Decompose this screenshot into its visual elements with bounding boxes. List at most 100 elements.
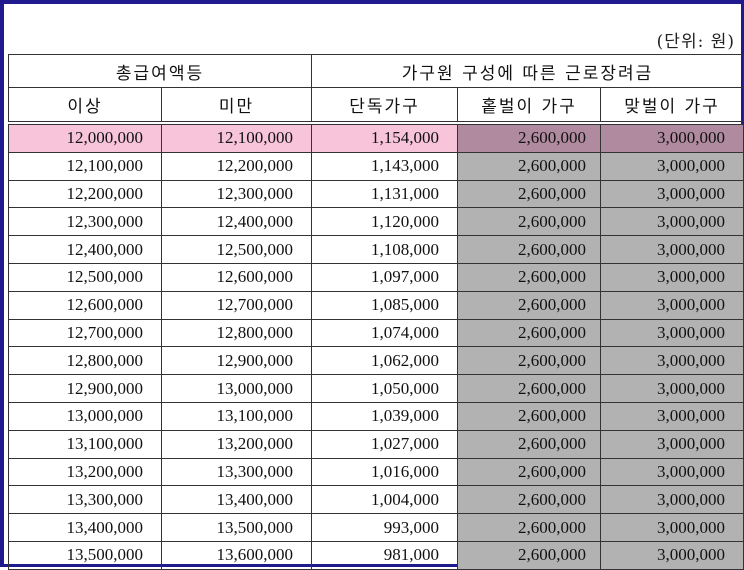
- cell-max: 13,400,000: [160, 485, 313, 515]
- table-row: 12,200,000 12,300,000 1,131,000 2,600,000 3,…: [8, 179, 744, 209]
- cell-max: 13,300,000: [160, 457, 313, 487]
- cell-dual-earner: 3,000,000: [600, 290, 744, 320]
- table-row: 12,100,000 12,200,000 1,143,000 2,600,000 3,…: [8, 151, 744, 181]
- cell-single-earner: 2,600,000: [457, 318, 602, 348]
- tax-credit-table: 총급여액등 가구원 구성에 따른 근로장려금 이상 미만 단독가구 홑벌이 가구…: [7, 54, 744, 570]
- cell-max: 12,800,000: [160, 318, 313, 348]
- header-spacer: [8, 121, 744, 125]
- table-row: 12,600,000 12,700,000 1,085,000 2,600,000 3,…: [8, 290, 744, 320]
- cell-min: 13,500,000: [8, 540, 162, 570]
- table-row: 12,500,000 12,600,000 1,097,000 2,600,000 3,…: [8, 262, 744, 292]
- header-dual-earner: 맞벌이 가구: [600, 87, 744, 122]
- cell-dual-earner: 3,000,000: [600, 262, 744, 292]
- cell-dual-earner: 3,000,000: [600, 513, 744, 542]
- cell-single-earner: 2,600,000: [457, 485, 602, 515]
- cell-single: 1,097,000: [311, 262, 459, 292]
- cell-min: 13,000,000: [8, 401, 162, 431]
- table-row: 13,400,000 13,500,000 993,000 2,600,000 3,00…: [8, 513, 744, 542]
- cell-min: 12,900,000: [8, 374, 162, 403]
- table-row: 12,400,000 12,500,000 1,108,000 2,600,000 3,…: [8, 235, 744, 264]
- cell-single-earner: 2,600,000: [457, 262, 602, 292]
- table-row: 12,300,000 12,400,000 1,120,000 2,600,000 3,…: [8, 207, 744, 237]
- table-row: 12,900,000 13,000,000 1,050,000 2,600,000 3,…: [8, 374, 744, 403]
- cell-dual-earner: 3,000,000: [600, 346, 744, 376]
- cell-single-earner: 2,600,000: [457, 401, 602, 431]
- cell-single: 1,050,000: [311, 374, 459, 403]
- header-single-earner: 홑벌이 가구: [457, 87, 602, 122]
- cell-min: 13,300,000: [8, 485, 162, 515]
- cell-max: 12,400,000: [160, 207, 313, 237]
- cell-dual-earner: 3,000,000: [600, 374, 744, 403]
- cell-max: 12,700,000: [160, 290, 313, 320]
- cell-max: 12,300,000: [160, 179, 313, 209]
- cell-single: 993,000: [311, 513, 459, 542]
- table-row: 13,300,000 13,400,000 1,004,000 2,600,000 3,…: [8, 485, 744, 515]
- cell-single: 1,143,000: [311, 151, 459, 181]
- table-row: 12,000,000 12,100,000 1,154,000 2,600,000 3,…: [8, 124, 744, 153]
- cell-dual-earner: 3,000,000: [600, 401, 744, 431]
- cell-single-earner: 2,600,000: [457, 207, 602, 237]
- cell-single-earner: 2,600,000: [457, 346, 602, 376]
- unit-note: (단위: 원): [656, 32, 735, 52]
- cell-min: 12,300,000: [8, 207, 162, 237]
- table-row: 12,700,000 12,800,000 1,074,000 2,600,000 3,…: [8, 318, 744, 348]
- cell-min: 12,800,000: [8, 346, 162, 376]
- cell-max: 12,200,000: [160, 151, 313, 181]
- table-row: 13,000,000 13,100,000 1,039,000 2,600,000 3,…: [8, 401, 744, 431]
- table-row: 13,100,000 13,200,000 1,027,000 2,600,000 3,…: [8, 429, 744, 459]
- cell-min: 12,600,000: [8, 290, 162, 320]
- table-row: 13,200,000 13,300,000 1,016,000 2,600,000 3,…: [8, 457, 744, 487]
- cell-min: 12,200,000: [8, 179, 162, 209]
- cell-max: 12,600,000: [160, 262, 313, 292]
- cell-single-earner: 2,600,000: [457, 429, 602, 459]
- cell-max: 13,600,000: [160, 540, 313, 570]
- cell-min: 12,400,000: [8, 235, 162, 264]
- cell-dual-earner: 3,000,000: [600, 207, 744, 237]
- cell-max: 12,100,000: [160, 124, 313, 153]
- cell-dual-earner: 3,000,000: [600, 318, 744, 348]
- cell-max: 13,100,000: [160, 401, 313, 431]
- cell-single-earner: 2,600,000: [457, 151, 602, 181]
- cell-dual-earner: 3,000,000: [600, 124, 744, 153]
- cell-min: 13,100,000: [8, 429, 162, 459]
- cell-dual-earner: 3,000,000: [600, 179, 744, 209]
- cell-single: 1,004,000: [311, 485, 459, 515]
- cell-single-earner: 2,600,000: [457, 124, 602, 153]
- cell-max: 12,900,000: [160, 346, 313, 376]
- cell-dual-earner: 3,000,000: [600, 540, 744, 570]
- cell-dual-earner: 3,000,000: [600, 429, 744, 459]
- cell-single: 1,120,000: [311, 207, 459, 237]
- cell-min: 12,000,000: [8, 124, 162, 153]
- cell-single: 1,074,000: [311, 318, 459, 348]
- cell-dual-earner: 3,000,000: [600, 151, 744, 181]
- cell-min: 12,700,000: [8, 318, 162, 348]
- cell-max: 13,500,000: [160, 513, 313, 542]
- cell-single-earner: 2,600,000: [457, 290, 602, 320]
- table-body: 12,000,000 12,100,000 1,154,000 2,600,000 3,…: [8, 124, 744, 570]
- cell-dual-earner: 3,000,000: [600, 485, 744, 515]
- cell-single: 1,085,000: [311, 290, 459, 320]
- cell-single: 1,108,000: [311, 235, 459, 264]
- cell-max: 13,000,000: [160, 374, 313, 403]
- cell-single-earner: 2,600,000: [457, 235, 602, 264]
- cell-single: 1,062,000: [311, 346, 459, 376]
- cell-min: 12,100,000: [8, 151, 162, 181]
- cell-single-earner: 2,600,000: [457, 513, 602, 542]
- header-household-credit: 가구원 구성에 따른 근로장려금: [311, 54, 744, 88]
- header-single: 단독가구: [311, 87, 459, 122]
- table-row: 12,800,000 12,900,000 1,062,000 2,600,000 3,…: [8, 346, 744, 376]
- cell-dual-earner: 3,000,000: [600, 235, 744, 264]
- cell-min: 13,400,000: [8, 513, 162, 542]
- cell-single-earner: 2,600,000: [457, 374, 602, 403]
- cell-single: 1,027,000: [311, 429, 459, 459]
- header-min: 이상: [8, 87, 162, 122]
- header-row-group: 총급여액등 가구원 구성에 따른 근로장려금: [7, 54, 744, 88]
- cell-min: 12,500,000: [8, 262, 162, 292]
- table-row: 13,500,000 13,600,000 981,000 2,600,000 3,00…: [8, 540, 744, 570]
- cell-max: 13,200,000: [160, 429, 313, 459]
- cell-single-earner: 2,600,000: [457, 179, 602, 209]
- header-total-income: 총급여액등: [7, 54, 313, 88]
- cell-max: 12,500,000: [160, 235, 313, 264]
- cell-single: 1,039,000: [311, 401, 459, 431]
- cell-single-earner: 2,600,000: [457, 457, 602, 487]
